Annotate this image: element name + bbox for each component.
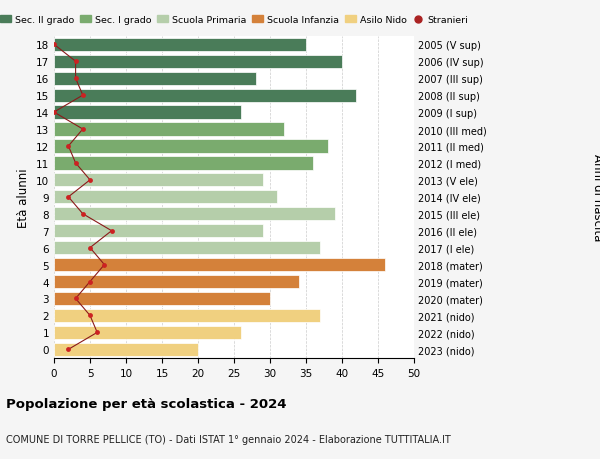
Bar xyxy=(54,157,313,170)
Bar xyxy=(54,73,256,85)
Bar xyxy=(54,39,306,52)
Y-axis label: Età alunni: Età alunni xyxy=(17,168,31,227)
Bar xyxy=(54,56,342,69)
Text: Popolazione per età scolastica - 2024: Popolazione per età scolastica - 2024 xyxy=(6,397,287,410)
Bar xyxy=(54,241,320,255)
Text: COMUNE DI TORRE PELLICE (TO) - Dati ISTAT 1° gennaio 2024 - Elaborazione TUTTITA: COMUNE DI TORRE PELLICE (TO) - Dati ISTA… xyxy=(6,434,451,444)
Bar xyxy=(54,207,335,221)
Bar xyxy=(54,191,277,204)
Bar xyxy=(54,326,241,339)
Bar xyxy=(54,292,270,305)
Bar xyxy=(54,275,299,289)
Text: Anni di nascita: Anni di nascita xyxy=(590,154,600,241)
Bar xyxy=(54,343,198,356)
Bar xyxy=(54,106,241,119)
Bar xyxy=(54,90,356,102)
Bar xyxy=(54,174,263,187)
Legend: Sec. II grado, Sec. I grado, Scuola Primaria, Scuola Infanzia, Asilo Nido, Stran: Sec. II grado, Sec. I grado, Scuola Prim… xyxy=(0,12,472,29)
Bar xyxy=(54,224,263,238)
Bar xyxy=(54,309,320,322)
Bar xyxy=(54,258,385,272)
Bar xyxy=(54,123,284,136)
Bar xyxy=(54,140,328,153)
